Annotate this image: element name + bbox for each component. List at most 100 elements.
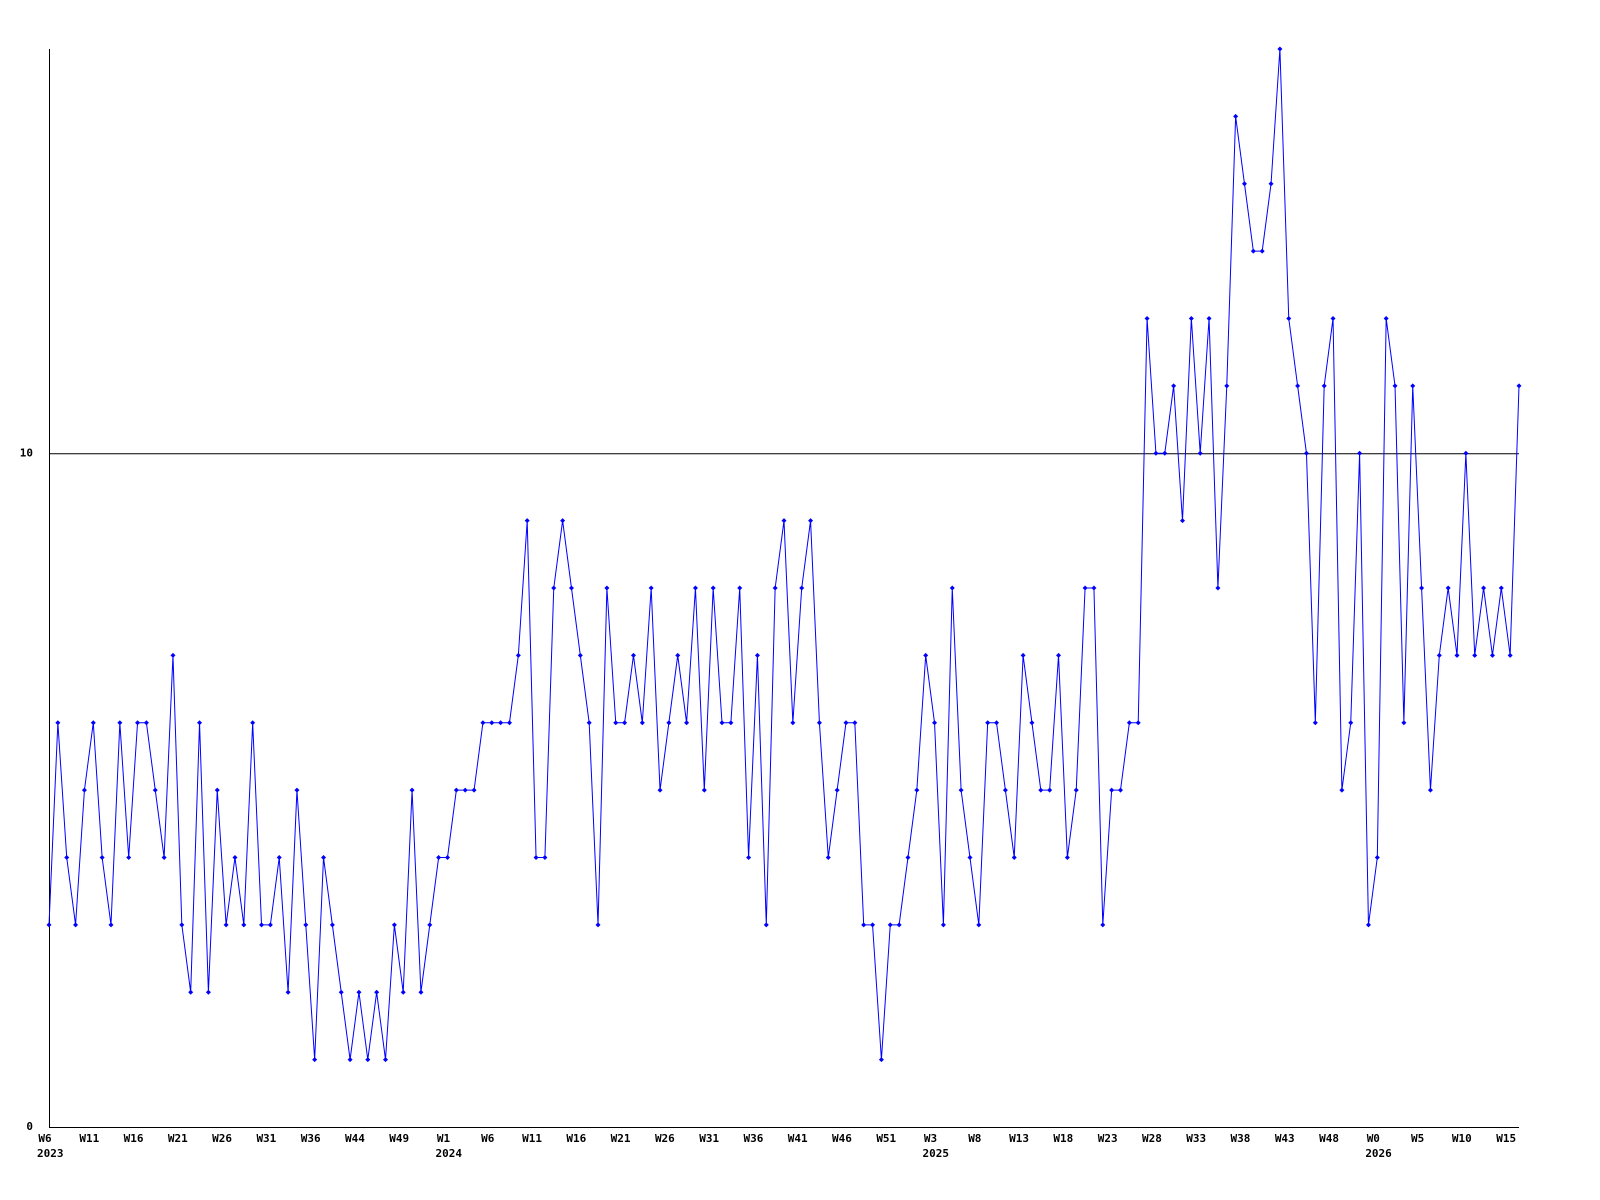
x-tick-label: W49: [389, 1132, 409, 1145]
point: [861, 922, 867, 928]
point: [152, 787, 158, 793]
point: [604, 585, 610, 591]
point: [1029, 720, 1035, 726]
x-tick-label: W11: [79, 1132, 99, 1145]
x-year-label: 2024: [435, 1147, 462, 1160]
x-year-label: 2025: [923, 1147, 950, 1160]
point: [1498, 585, 1504, 591]
point: [843, 720, 849, 726]
point: [692, 585, 698, 591]
point: [135, 720, 141, 726]
x-tick-label: W3: [924, 1132, 937, 1145]
point: [179, 922, 185, 928]
point: [1445, 585, 1451, 591]
point: [772, 585, 778, 591]
point: [1179, 518, 1185, 524]
x-tick-label: W21: [611, 1132, 631, 1145]
point: [1357, 450, 1363, 456]
x-tick-label: W0: [1367, 1132, 1380, 1145]
point: [81, 787, 87, 793]
point: [551, 585, 557, 591]
x-year-label: 2026: [1365, 1147, 1392, 1160]
point: [1472, 652, 1478, 658]
point: [940, 922, 946, 928]
point: [1436, 652, 1442, 658]
point: [498, 720, 504, 726]
point: [639, 720, 645, 726]
point: [1064, 855, 1070, 860]
point: [365, 1057, 371, 1063]
point: [515, 652, 521, 658]
point: [329, 922, 335, 928]
point: [524, 518, 530, 524]
point: [1348, 720, 1354, 726]
point: [728, 720, 734, 726]
x-tick-label: W36: [743, 1132, 763, 1145]
point: [560, 518, 566, 524]
point: [312, 1057, 318, 1063]
point: [1038, 787, 1044, 793]
point: [1144, 316, 1150, 321]
point: [613, 720, 619, 726]
point: [816, 720, 822, 726]
point: [453, 787, 459, 793]
point: [1109, 787, 1115, 793]
x-tick-label: W31: [256, 1132, 276, 1145]
point: [285, 989, 291, 995]
point: [834, 787, 840, 793]
point: [444, 855, 450, 860]
point: [90, 720, 96, 726]
point: [1250, 248, 1256, 254]
x-tick-label: W6: [481, 1132, 495, 1145]
x-tick-label: W16: [124, 1132, 144, 1145]
point: [630, 652, 636, 658]
x-tick-label: W11: [522, 1132, 542, 1145]
point: [1489, 652, 1495, 658]
point: [1427, 787, 1433, 793]
point: [1056, 652, 1062, 658]
point: [666, 720, 672, 726]
y-tick-label: 0: [26, 1120, 33, 1133]
point: [781, 518, 787, 524]
point: [542, 855, 548, 860]
point: [710, 585, 716, 591]
point: [1507, 652, 1513, 658]
x-tick-label: W5: [1411, 1132, 1424, 1145]
point: [1082, 585, 1088, 591]
point: [436, 855, 442, 860]
point: [737, 585, 743, 591]
point: [1100, 922, 1106, 928]
point: [914, 787, 920, 793]
point: [232, 855, 238, 860]
point: [719, 720, 725, 726]
point: [932, 720, 938, 726]
x-tick-label: W51: [876, 1132, 896, 1145]
point: [994, 720, 1000, 726]
x-tick-label: W6: [38, 1132, 52, 1145]
point: [259, 922, 265, 928]
x-tick-label: W16: [566, 1132, 586, 1145]
x-tick-label: W23: [1098, 1132, 1118, 1145]
point: [489, 720, 495, 726]
point: [949, 585, 955, 591]
point: [657, 787, 663, 793]
point: [409, 787, 415, 793]
point: [958, 787, 964, 793]
point: [1118, 787, 1124, 793]
point: [1392, 383, 1398, 389]
point: [1224, 383, 1230, 389]
point: [586, 720, 592, 726]
point: [1162, 450, 1168, 456]
point: [143, 720, 149, 726]
point: [1454, 652, 1460, 658]
point: [852, 720, 858, 726]
point: [480, 720, 486, 726]
point: [1171, 383, 1177, 389]
point: [99, 855, 105, 860]
x-tick-label: W33: [1186, 1132, 1206, 1145]
line: [48, 48, 1520, 1060]
point: [1312, 720, 1318, 726]
point: [1259, 248, 1265, 254]
